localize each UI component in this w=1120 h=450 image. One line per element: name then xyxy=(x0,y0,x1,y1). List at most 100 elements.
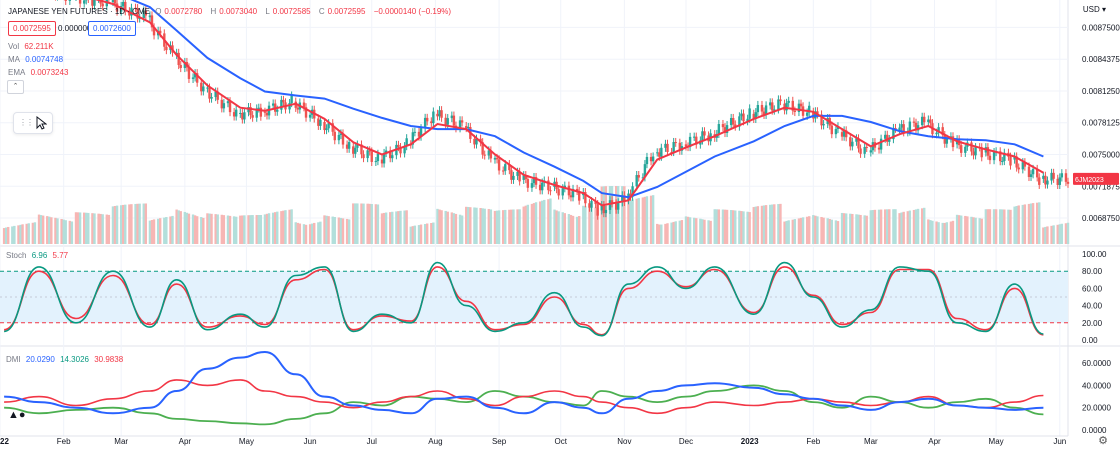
candle-body xyxy=(684,144,688,147)
volume-bar xyxy=(701,219,704,244)
time-tick-label: Aug xyxy=(428,437,442,446)
candle-body xyxy=(588,203,591,208)
candle-body xyxy=(660,147,663,157)
floating-toolbar[interactable]: ⋮⋮ xyxy=(13,112,53,134)
candle-body xyxy=(855,138,858,142)
candle-body xyxy=(516,171,519,176)
volume-bar xyxy=(762,205,766,244)
candle-body xyxy=(951,136,955,148)
volume-bar xyxy=(688,217,692,244)
volume-bar xyxy=(660,224,663,244)
volume-bar xyxy=(892,209,895,244)
cursor-icon[interactable] xyxy=(35,116,47,130)
candle-body xyxy=(419,128,423,137)
volume-bar xyxy=(912,209,916,244)
volume-bar xyxy=(713,209,716,244)
candle-body xyxy=(380,159,384,164)
volume-bar xyxy=(820,216,823,244)
volume-bar xyxy=(966,216,969,244)
volume-bar xyxy=(17,225,20,244)
volume-bar xyxy=(339,217,343,244)
volume-bar xyxy=(801,217,805,244)
candle-body xyxy=(894,127,897,129)
collapse-legend-button[interactable]: ⌃ xyxy=(7,80,24,94)
volume-bar xyxy=(908,210,912,244)
volume-bar xyxy=(534,202,538,244)
volume-bar xyxy=(732,210,735,244)
candle-body xyxy=(980,147,983,158)
candle-body xyxy=(426,117,429,122)
candle-body xyxy=(912,121,916,123)
volume-bar xyxy=(666,223,669,244)
volume-bar xyxy=(93,213,96,244)
volume-bar xyxy=(610,186,614,244)
volume-bar xyxy=(526,204,530,244)
candle-body xyxy=(943,135,946,144)
volume-bar xyxy=(13,225,16,244)
volume-bar xyxy=(323,215,326,244)
volume-bar xyxy=(265,213,269,244)
volume-bar xyxy=(366,203,369,244)
volume-bar xyxy=(446,211,449,244)
volume-bar xyxy=(1023,204,1027,244)
volume-bar xyxy=(855,214,858,244)
candle-body xyxy=(927,119,930,122)
volume-bar xyxy=(964,215,967,244)
volume-bar xyxy=(1038,202,1041,244)
volume-bar xyxy=(405,210,408,244)
volume-bar xyxy=(672,221,675,244)
volume-bar xyxy=(304,224,308,244)
candle-body xyxy=(941,127,944,136)
candle-body xyxy=(869,150,873,153)
candle-body xyxy=(405,138,408,147)
candle-body xyxy=(651,156,655,162)
candle-body xyxy=(251,115,254,118)
candle-body xyxy=(91,0,94,6)
volume-bar xyxy=(582,205,585,244)
volume-bar xyxy=(276,211,279,244)
volume-bar xyxy=(812,215,815,244)
candle-body xyxy=(1035,168,1039,178)
volume-bar xyxy=(575,216,579,244)
candle-body xyxy=(183,61,187,69)
volume-bar xyxy=(623,186,626,244)
candle-body xyxy=(614,203,618,210)
candle-body xyxy=(617,202,620,210)
candle-body xyxy=(610,200,614,204)
volume-bar xyxy=(902,211,905,244)
volume-bar xyxy=(643,196,647,244)
drag-handle-icon[interactable]: ⋮⋮ xyxy=(19,118,34,127)
candle-body xyxy=(1052,172,1055,179)
volume-bar xyxy=(210,213,213,244)
volume-bar xyxy=(249,215,252,244)
candle-body xyxy=(111,0,115,2)
sell-price-button[interactable]: 0.0072595 xyxy=(8,21,56,36)
price-tick-label: 0.0071875 xyxy=(1082,182,1120,191)
volume-bar xyxy=(771,204,774,244)
volume-bar xyxy=(257,215,260,244)
candle-body xyxy=(438,110,441,117)
buy-price-button[interactable]: 0.0072600 xyxy=(88,21,136,36)
stoch-tick-label: 80.00 xyxy=(1082,267,1103,276)
volume-bar xyxy=(1046,226,1049,244)
candle-body xyxy=(487,150,491,156)
candle-body xyxy=(992,152,996,161)
currency-selector[interactable]: USD ▾ xyxy=(1082,5,1106,14)
candle-body xyxy=(1017,167,1020,170)
candle-body xyxy=(892,127,895,140)
volume-bar xyxy=(101,214,104,244)
candle-body xyxy=(664,143,667,148)
candle-body xyxy=(374,161,378,163)
symbol-title: JAPANESE YEN FUTURES · 1D · CME xyxy=(8,7,150,16)
candle-body xyxy=(723,127,727,133)
volume-bar xyxy=(783,221,786,244)
volume-bar xyxy=(193,215,197,244)
candle-body xyxy=(584,192,587,204)
volume-bar xyxy=(972,217,975,244)
volume-bar xyxy=(740,211,743,244)
candle-body xyxy=(142,10,145,19)
gear-icon[interactable]: ⚙ xyxy=(1098,435,1108,447)
candle-body xyxy=(738,116,741,127)
volume-bar xyxy=(808,216,811,244)
